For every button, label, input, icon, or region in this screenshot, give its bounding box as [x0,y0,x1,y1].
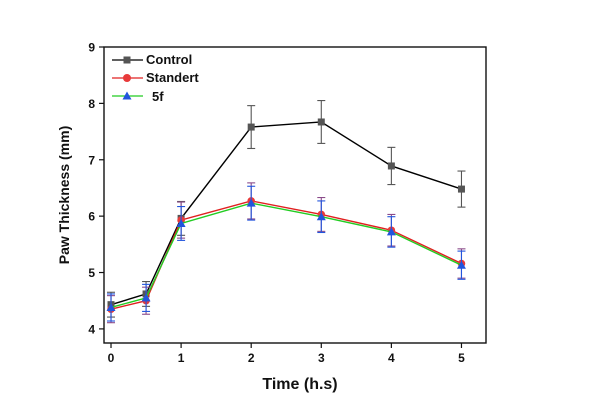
x-tick-label: 3 [318,351,325,365]
data-point-control [387,162,395,170]
legend-marker-standert [123,74,131,82]
series-control [107,100,466,318]
y-tick-label: 5 [88,266,95,280]
y-axis-ticks: 4 5 6 7 8 9 [88,41,104,336]
x-axis-title: Time (h.s) [262,376,337,393]
data-point-5f [456,260,466,269]
data-point-control [457,185,465,193]
series-layer [106,100,466,324]
data-point-5f [386,227,396,236]
y-tick-label: 4 [88,322,95,336]
series-5f [106,185,466,322]
data-point-5f [176,218,186,227]
series-standert [107,182,466,324]
x-tick-label: 4 [388,351,395,365]
legend-item-standert: Standert [112,70,199,85]
y-tick-label: 6 [88,210,95,224]
x-tick-label: 5 [458,351,465,365]
data-point-control [247,123,255,131]
legend-label-control: Control [146,52,192,67]
legend-label-5f: 5f [152,89,164,104]
x-tick-label: 2 [248,351,255,365]
legend-item-control: Control [112,52,192,67]
y-axis-title: Paw Thickness (mm) [56,126,72,265]
data-point-5f [106,302,116,311]
data-point-5f [316,212,326,221]
legend-label-standert: Standert [146,70,199,85]
data-point-control [317,118,325,126]
y-tick-label: 7 [88,153,95,167]
plot-area-frame [103,46,487,344]
legend: Control Standert 5f [112,52,199,104]
y-tick-label: 9 [88,41,95,55]
legend-marker-5f [122,91,132,100]
x-tick-label: 0 [108,351,115,365]
series-line-control [110,121,462,306]
legend-item-5f: 5f [112,89,164,104]
x-tick-label: 1 [178,351,185,365]
data-point-5f [141,293,151,302]
x-axis-ticks: 0 1 2 3 4 5 [108,343,465,365]
legend-marker-control [123,56,131,64]
y-tick-label: 8 [88,97,95,111]
data-point-5f [246,198,256,207]
